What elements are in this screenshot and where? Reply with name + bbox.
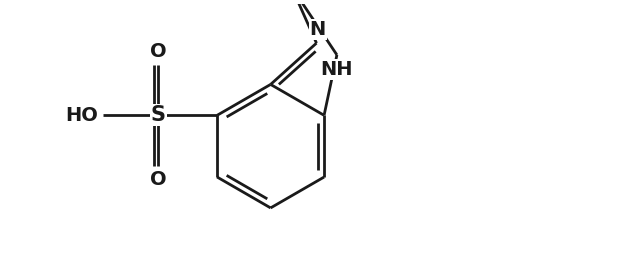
- Text: NH: NH: [321, 60, 353, 79]
- Text: O: O: [150, 42, 167, 61]
- Text: S: S: [151, 105, 166, 125]
- Text: HO: HO: [65, 106, 98, 125]
- Text: N: N: [310, 20, 326, 39]
- Text: O: O: [150, 170, 167, 189]
